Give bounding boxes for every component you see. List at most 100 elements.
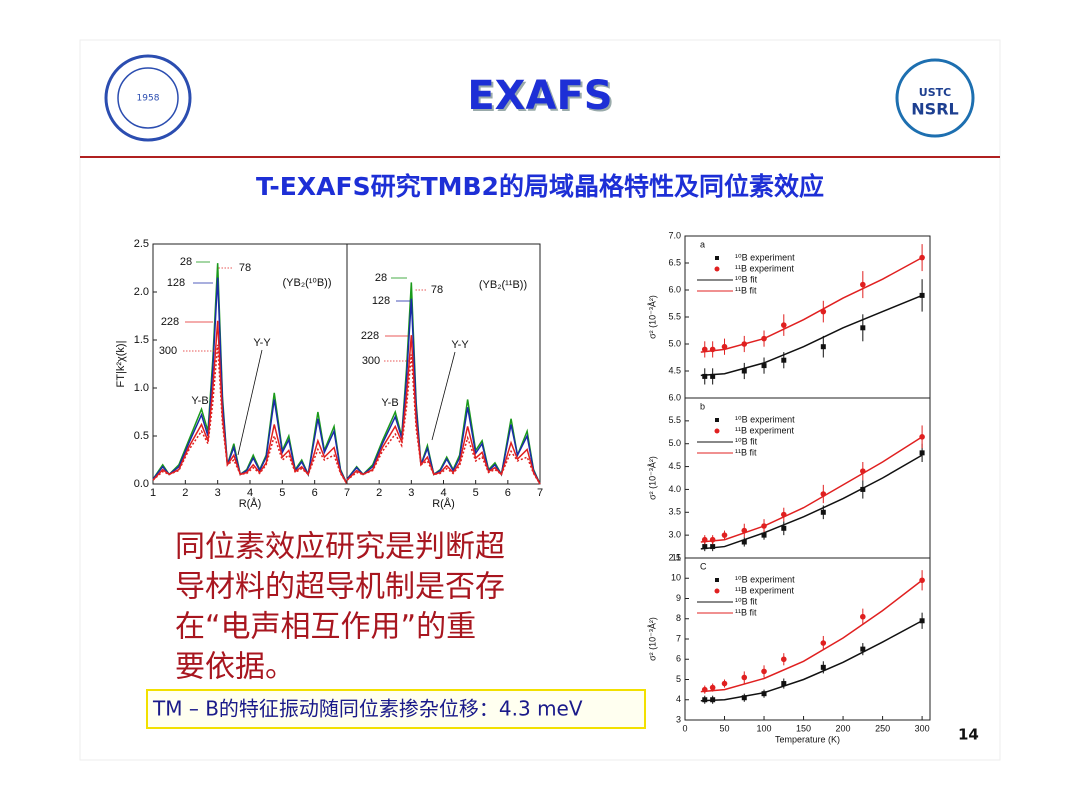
subtitle: T-EXAFS研究TMB2的局域晶格特性及同位素效应 <box>256 172 824 201</box>
x-tick-label: 3 <box>215 487 221 499</box>
annotation: 128 <box>167 277 185 289</box>
legend-marker <box>715 256 719 260</box>
annotation: 300 <box>362 355 380 367</box>
series-line <box>346 335 541 485</box>
annotation: 28 <box>375 272 387 284</box>
annotation: Y-B <box>191 395 208 407</box>
legend-label: ¹⁰B fit <box>735 596 758 606</box>
x-tick-label: 6 <box>505 487 511 499</box>
annotation: Y-B <box>381 397 398 409</box>
legend-label: ¹¹B experiment <box>735 263 795 273</box>
y-tick-label: 11 <box>672 552 681 562</box>
logo-text: USTC <box>919 86 951 99</box>
marker <box>781 525 787 531</box>
marker <box>860 613 866 620</box>
y-axis-label: σ² (10⁻³Å²) <box>647 617 657 661</box>
page-number: 14 <box>958 726 979 744</box>
y-axis-label: σ² (10⁻³Å²) <box>647 456 657 500</box>
series-line <box>700 436 923 543</box>
x-tick-label: 150 <box>796 723 811 733</box>
marker <box>710 373 716 379</box>
x-tick-label: 100 <box>757 723 772 733</box>
marker <box>820 640 827 646</box>
y-tick-label: 6 <box>676 654 681 664</box>
logo-text: 1958 <box>137 94 160 104</box>
y-tick-label: 5.0 <box>668 438 681 448</box>
marker <box>820 664 826 670</box>
y-tick-label: 1.0 <box>134 382 149 394</box>
y-tick-label: 5.5 <box>668 415 681 425</box>
legend-label: ¹¹B fit <box>735 285 757 295</box>
logo-left <box>104 54 192 142</box>
x-tick-label: 1 <box>150 487 156 499</box>
marker <box>919 450 925 456</box>
marker <box>780 656 787 663</box>
annotation: 78 <box>431 284 443 296</box>
marker <box>820 509 826 515</box>
annotation: Y-Y <box>451 339 469 351</box>
annotation: Y-Y <box>253 337 271 349</box>
y-tick-label: 5 <box>676 674 681 684</box>
y-tick-label: 5.5 <box>668 311 681 321</box>
series-line <box>700 579 923 693</box>
x-tick-label: 5 <box>473 487 479 499</box>
y-tick-label: 2.5 <box>134 238 149 250</box>
x-tick-label: 7 <box>537 487 543 499</box>
marker <box>860 281 866 288</box>
x-tick-label: 4 <box>440 487 446 499</box>
marker <box>702 544 708 550</box>
legend-label: ¹⁰B experiment <box>735 252 795 262</box>
callout-box <box>146 689 646 729</box>
y-axis-label: σ² (10⁻³Å²) <box>647 295 657 339</box>
legend-label: ¹¹B experiment <box>735 425 795 435</box>
y-tick-label: 3 <box>676 714 681 724</box>
marker <box>741 539 747 545</box>
charts: 0.0 0.5 1.0 1.5 2.0 2.5 1 2 3 4 5 6 7 R(Å) FT|k²χ(k)| 2… <box>115 230 931 744</box>
y-tick-label: 8 <box>676 613 681 623</box>
annotation-leader <box>431 351 456 441</box>
panel-label: b <box>700 401 705 411</box>
legend-marker <box>715 418 719 422</box>
body-line: 同位素效应研究是判断超 <box>175 530 505 565</box>
y-tick-label: 9 <box>676 593 681 603</box>
marker <box>702 697 708 703</box>
annotation: (YB₂(¹⁰B)) <box>282 277 331 289</box>
y-axis-label: FT|k²χ(k)| <box>115 341 127 388</box>
panel-label: C <box>700 561 707 571</box>
annotation: 300 <box>159 345 177 357</box>
x-tick-label: 6 <box>312 487 318 499</box>
x-tick-label: 0 <box>682 723 687 733</box>
series-line <box>346 354 541 485</box>
annotation: 78 <box>239 262 251 274</box>
legend-label: ¹¹B fit <box>735 447 757 457</box>
y-tick-label: 2.0 <box>134 286 149 298</box>
y-tick-label: 10 <box>671 573 681 583</box>
marker <box>781 357 787 363</box>
panel-label: a <box>700 239 705 249</box>
x-axis-label: Temperature (K) <box>775 734 840 744</box>
legend-marker <box>714 266 720 272</box>
legend-marker <box>714 428 720 434</box>
body-line: 在“电声相互作用”的重 <box>175 610 476 645</box>
x-tick-label: 7 <box>344 487 350 499</box>
marker <box>860 486 866 492</box>
series-line <box>346 298 541 485</box>
y-tick-label: 5.0 <box>668 338 681 348</box>
y-tick-label: 6.0 <box>668 284 681 294</box>
legend-marker <box>714 588 720 594</box>
marker <box>721 532 728 538</box>
x-tick-label: 4 <box>247 487 253 499</box>
logo-right <box>895 58 975 138</box>
x-tick-label: 250 <box>875 723 890 733</box>
marker <box>761 668 767 675</box>
marker <box>820 344 826 350</box>
legend-label: ¹¹B experiment <box>735 585 795 595</box>
y-tick-label: 6.0 <box>668 392 681 402</box>
annotation-leader <box>237 349 263 456</box>
annotation: 228 <box>161 316 179 328</box>
marker <box>741 695 747 701</box>
title-shadow: EXAFS <box>469 75 614 121</box>
marker <box>781 681 787 687</box>
series-line <box>700 294 923 377</box>
annotation: 28 <box>180 256 192 268</box>
